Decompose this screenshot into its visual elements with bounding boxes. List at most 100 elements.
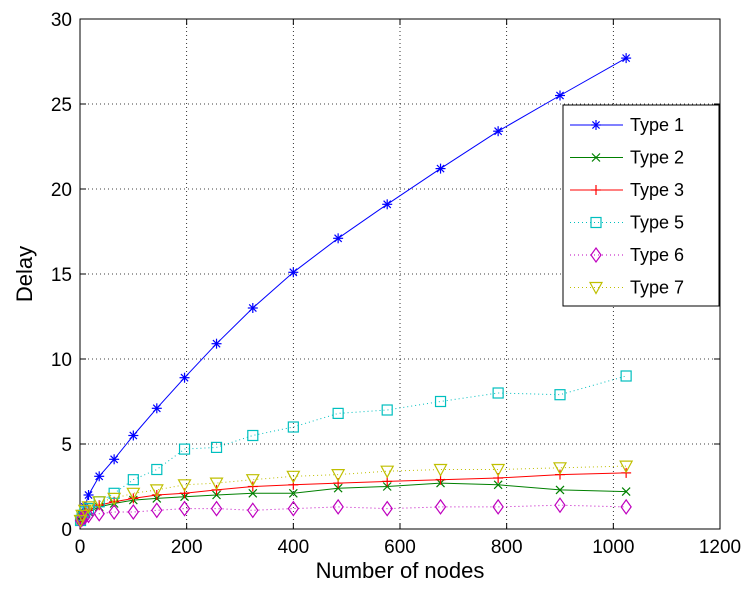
x-tick-label: 800 bbox=[491, 537, 523, 558]
data-point-type-7 bbox=[126, 487, 141, 501]
y-axis-label: Delay bbox=[12, 246, 37, 302]
data-point-type-7 bbox=[209, 477, 224, 491]
series-layer bbox=[73, 53, 634, 529]
data-point-type-5 bbox=[492, 387, 504, 399]
data-point-type-6 bbox=[151, 502, 163, 519]
series-line-type-1 bbox=[80, 57, 627, 521]
x-tick-label: 200 bbox=[171, 537, 203, 558]
data-point-type-1 bbox=[621, 53, 632, 64]
data-point-type-6 bbox=[247, 502, 259, 519]
data-point-type-7 bbox=[286, 470, 301, 484]
y-tick-label: 25 bbox=[51, 95, 72, 116]
axes: 0 200 400 600 800 1000 1200 0 5 10 15 20 25 30 bbox=[51, 10, 741, 558]
data-point-type-6 bbox=[620, 498, 632, 515]
x-axis-label: Number of nodes bbox=[316, 558, 485, 583]
data-point-type-5 bbox=[127, 474, 139, 486]
data-point-type-6 bbox=[79, 509, 91, 526]
data-point-type-5 bbox=[247, 429, 259, 442]
data-point-type-1 bbox=[83, 490, 94, 500]
data-point-type-2 bbox=[493, 480, 503, 490]
data-point-type-5 bbox=[381, 404, 393, 416]
legend-label-type-2: Type 2 bbox=[630, 148, 684, 168]
data-point-type-6 bbox=[178, 500, 191, 517]
data-point-type-2 bbox=[288, 488, 298, 498]
data-point-type-5 bbox=[332, 407, 344, 419]
data-point-type-5 bbox=[151, 463, 163, 476]
legend-marker-type-3 bbox=[591, 185, 601, 195]
data-point-type-7 bbox=[380, 465, 395, 479]
data-point-type-7 bbox=[491, 463, 506, 477]
data-point-type-7 bbox=[331, 469, 346, 482]
legend-label-type-5: Type 5 bbox=[630, 213, 684, 233]
data-point-type-6 bbox=[381, 500, 393, 517]
y-tick-label: 15 bbox=[51, 265, 72, 286]
legend-label-type-7: Type 7 bbox=[630, 278, 684, 298]
data-point-type-1 bbox=[493, 126, 504, 137]
data-point-type-7 bbox=[73, 514, 88, 528]
data-point-type-5 bbox=[178, 443, 191, 455]
data-point-type-1 bbox=[555, 90, 565, 101]
x-tick-label: 1000 bbox=[592, 537, 634, 558]
data-point-type-5 bbox=[434, 395, 447, 408]
data-point-type-1 bbox=[211, 338, 222, 349]
data-point-type-5 bbox=[554, 389, 566, 401]
data-point-type-6 bbox=[492, 498, 504, 515]
legend-marker-type-7 bbox=[588, 281, 604, 295]
data-point-type-2 bbox=[382, 482, 392, 491]
series-type-7 bbox=[73, 460, 634, 528]
data-point-type-1 bbox=[109, 454, 120, 465]
data-point-type-1 bbox=[382, 199, 393, 210]
data-point-type-7 bbox=[552, 462, 568, 476]
data-point-type-6 bbox=[127, 503, 140, 521]
data-point-type-7 bbox=[619, 460, 634, 474]
data-point-type-6 bbox=[108, 503, 120, 521]
data-point-type-7 bbox=[245, 474, 260, 487]
data-point-type-6 bbox=[93, 505, 105, 522]
y-tick-label: 20 bbox=[51, 180, 72, 201]
data-point-type-2 bbox=[248, 488, 258, 498]
data-point-type-6 bbox=[434, 498, 447, 515]
data-point-type-6 bbox=[210, 500, 223, 517]
legend-marker-type-5 bbox=[590, 216, 602, 229]
y-tick-label: 10 bbox=[51, 350, 72, 371]
legend-box bbox=[562, 104, 720, 307]
x-tick-label: 400 bbox=[277, 537, 309, 558]
x-tick-label: 1200 bbox=[699, 537, 741, 558]
grid bbox=[80, 19, 720, 529]
legend-marker-type-1 bbox=[591, 120, 601, 130]
legend-marker-type-6 bbox=[590, 246, 602, 264]
data-point-type-2 bbox=[555, 485, 565, 495]
data-point-type-7 bbox=[433, 463, 448, 477]
series-line-type-5 bbox=[80, 375, 627, 521]
data-point-type-7 bbox=[81, 501, 96, 515]
data-point-type-1 bbox=[247, 303, 258, 313]
series-line-type-6 bbox=[80, 504, 627, 521]
legend-label-type-1: Type 1 bbox=[630, 115, 684, 135]
data-point-type-2 bbox=[212, 490, 221, 500]
data-point-type-1 bbox=[179, 372, 190, 383]
legend-label-type-3: Type 3 bbox=[630, 180, 684, 200]
data-point-type-7 bbox=[149, 484, 164, 498]
y-tick-label: 0 bbox=[61, 520, 72, 541]
x-tick-label: 0 bbox=[75, 537, 86, 558]
y-tick-label: 30 bbox=[51, 10, 72, 31]
data-point-type-6 bbox=[82, 507, 95, 524]
data-point-type-1 bbox=[333, 233, 344, 244]
y-tick-label: 5 bbox=[61, 435, 72, 456]
data-point-type-1 bbox=[151, 403, 162, 414]
data-point-type-7 bbox=[177, 479, 192, 493]
legend-marker-type-2 bbox=[591, 153, 601, 162]
x-tick-label: 600 bbox=[384, 537, 416, 558]
data-point-type-1 bbox=[128, 430, 139, 441]
legend: Type 1 Type 2 Type 3 Type 5 Type 6 Type 7 bbox=[562, 104, 720, 307]
data-point-type-6 bbox=[287, 500, 300, 517]
data-point-type-7 bbox=[92, 496, 107, 510]
data-point-type-2 bbox=[333, 483, 343, 493]
data-point-type-6 bbox=[332, 498, 344, 515]
data-point-type-1 bbox=[288, 267, 299, 278]
data-point-type-1 bbox=[94, 471, 105, 482]
legend-label-type-6: Type 6 bbox=[630, 245, 684, 265]
data-point-type-5 bbox=[620, 370, 632, 382]
data-point-type-1 bbox=[435, 163, 446, 174]
